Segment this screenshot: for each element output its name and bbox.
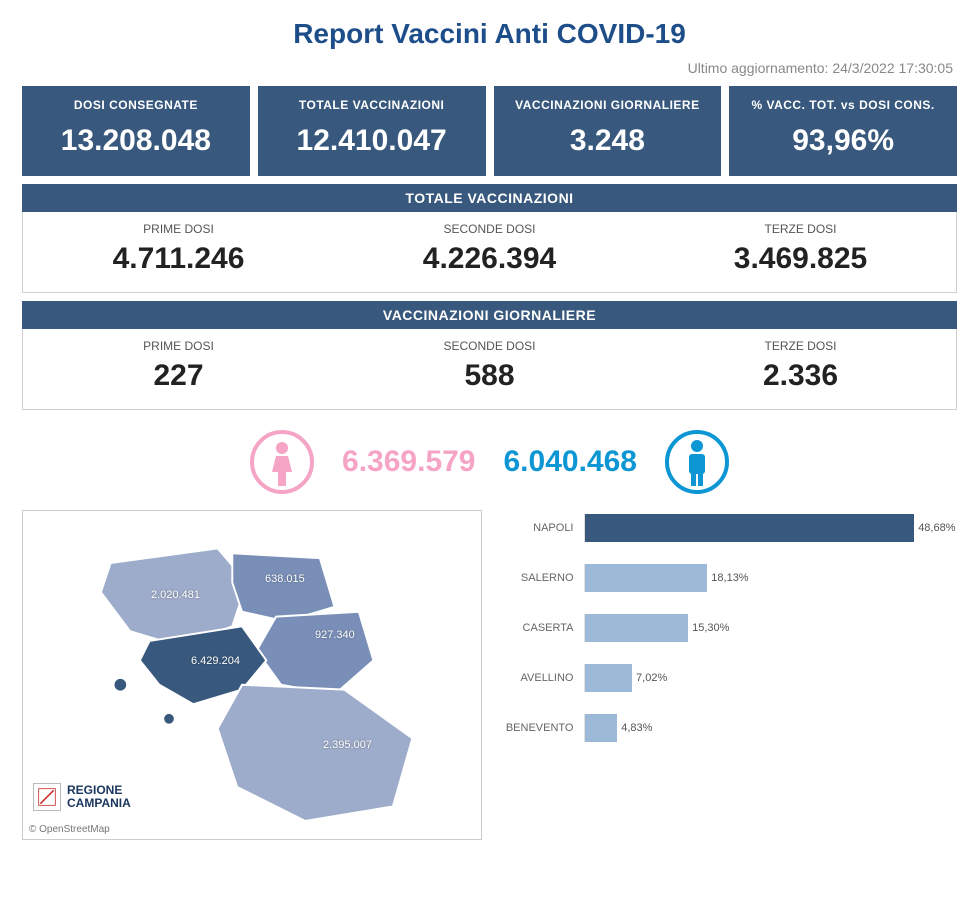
gender-row: 6.369.579 6.040.468: [22, 418, 957, 510]
top-stats-row: DOSI CONSEGNATE 13.208.048 TOTALE VACCINAZ…: [22, 86, 957, 176]
bar-label: AVELLINO: [500, 672, 584, 684]
page-title: Report Vaccini Anti COVID-19: [22, 0, 957, 60]
stat-label: % VACC. TOT. vs DOSI CONS.: [735, 98, 951, 112]
dose-value: 227: [29, 359, 328, 393]
stat-card: DOSI CONSEGNATE 13.208.048: [22, 86, 250, 176]
stat-value: 13.208.048: [28, 124, 244, 158]
bar-label: CASERTA: [500, 622, 584, 634]
bar-pct: 15,30%: [688, 614, 729, 642]
bar-row: CASERTA 15,30%: [500, 614, 958, 642]
regione-campania-logo: REGIONECAMPANIA: [33, 783, 131, 811]
bar-label: BENEVENTO: [500, 722, 584, 734]
bar-pct: 4,83%: [617, 714, 652, 742]
bar-row: SALERNO 18,13%: [500, 564, 958, 592]
bar-row: NAPOLI 48,68%: [500, 514, 958, 542]
dose-label: TERZE DOSI: [651, 339, 950, 353]
section-bar-total: TOTALE VACCINAZIONI: [22, 184, 957, 212]
stat-value: 12.410.047: [264, 124, 480, 158]
dose-label: SECONDE DOSI: [340, 339, 639, 353]
dose-cell: TERZE DOSI 2.336: [645, 329, 956, 409]
stat-card: VACCINAZIONI GIORNALIERE 3.248: [494, 86, 722, 176]
dose-cell: TERZE DOSI 3.469.825: [645, 212, 956, 292]
female-count: 6.369.579: [342, 445, 475, 479]
dose-cell: PRIME DOSI 227: [23, 329, 334, 409]
bar-label: NAPOLI: [500, 522, 584, 534]
bar-label: SALERNO: [500, 572, 584, 584]
bar-fill: [585, 564, 708, 592]
female-icon: [250, 430, 314, 494]
last-updated: Ultimo aggiornamento: 24/3/2022 17:30:05: [22, 60, 957, 86]
dose-cell: SECONDE DOSI 588: [334, 329, 645, 409]
bar-fill: [585, 514, 915, 542]
map-attribution: © OpenStreetMap: [29, 824, 110, 835]
stat-value: 93,96%: [735, 124, 951, 158]
stat-label: TOTALE VACCINAZIONI: [264, 98, 480, 112]
stat-label: VACCINAZIONI GIORNALIERE: [500, 98, 716, 112]
stat-label: DOSI CONSEGNATE: [28, 98, 244, 112]
dose-label: PRIME DOSI: [29, 339, 328, 353]
dose-value: 4.226.394: [340, 242, 639, 276]
dose-label: SECONDE DOSI: [340, 222, 639, 236]
bar-pct: 18,13%: [707, 564, 748, 592]
bar-pct: 48,68%: [914, 514, 955, 542]
stat-card: TOTALE VACCINAZIONI 12.410.047: [258, 86, 486, 176]
male-count: 6.040.468: [504, 445, 637, 479]
bar-fill: [585, 714, 618, 742]
total-doses-row: PRIME DOSI 4.711.246 SECONDE DOSI 4.226.394…: [22, 212, 957, 293]
dose-cell: SECONDE DOSI 4.226.394: [334, 212, 645, 292]
daily-doses-row: PRIME DOSI 227 SECONDE DOSI 588 TERZE DOSI 2.…: [22, 329, 957, 410]
section-bar-daily: VACCINAZIONI GIORNALIERE: [22, 301, 957, 329]
bar-pct: 7,02%: [632, 664, 667, 692]
dose-label: PRIME DOSI: [29, 222, 328, 236]
dose-value: 2.336: [651, 359, 950, 393]
bar-fill: [585, 664, 633, 692]
male-icon: [665, 430, 729, 494]
dose-value: 3.469.825: [651, 242, 950, 276]
dose-label: TERZE DOSI: [651, 222, 950, 236]
dose-cell: PRIME DOSI 4.711.246: [23, 212, 334, 292]
bar-fill: [585, 614, 689, 642]
stat-card: % VACC. TOT. vs DOSI CONS. 93,96%: [729, 86, 957, 176]
province-bar-chart: NAPOLI 48,68% SALERNO 18,13% CASERTA 15,30% AV…: [500, 510, 958, 840]
map-panel: 2.020.481638.015927.3406.429.2042.395.00…: [22, 510, 482, 840]
dose-value: 4.711.246: [29, 242, 328, 276]
stat-value: 3.248: [500, 124, 716, 158]
bar-row: AVELLINO 7,02%: [500, 664, 958, 692]
dose-value: 588: [340, 359, 639, 393]
bar-row: BENEVENTO 4,83%: [500, 714, 958, 742]
